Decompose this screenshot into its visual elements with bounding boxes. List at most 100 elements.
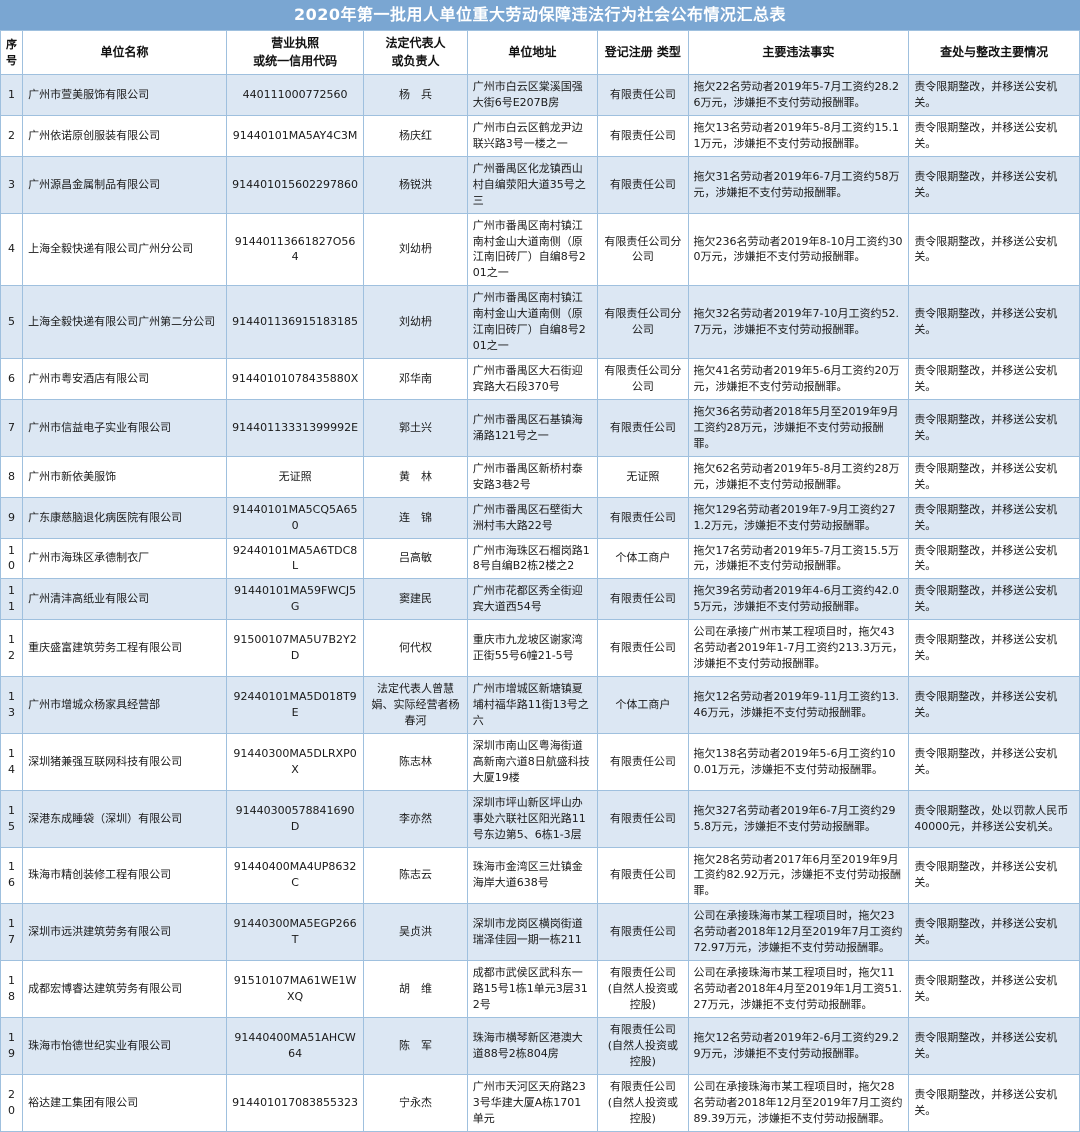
cell-violation-facts[interactable]: 拖欠12名劳动者2019年9-11月工资约13.46万元，涉嫌拒不支付劳动报酬罪… (687, 676, 910, 734)
table-row[interactable]: 12 重庆盛富建筑劳务工程有限公司 91500107MA5U7B2Y2D 何代权 重庆市… (0, 619, 1080, 678)
cell-legal-rep[interactable]: 吕高敏 (363, 537, 468, 580)
cell-seq[interactable]: 18 (0, 960, 24, 1018)
cell-seq[interactable]: 19 (0, 1016, 24, 1075)
cell-seq[interactable]: 3 (0, 155, 24, 214)
cell-unit-name[interactable]: 珠海市精创装修工程有限公司 (22, 846, 227, 905)
cell-address[interactable]: 重庆市九龙坡区谢家湾正街55号6幢21-5号 (466, 619, 599, 678)
cell-unit-name[interactable]: 裕达建工集团有限公司 (22, 1073, 227, 1132)
cell-enforcement[interactable]: 责令限期整改，并移送公安机关。 (908, 676, 1080, 734)
cell-legal-rep[interactable]: 郭土兴 (363, 398, 468, 457)
cell-legal-rep[interactable]: 陈志云 (363, 846, 468, 905)
table-row[interactable]: 2 广州依诺原创服装有限公司 91440101MA5AY4C3M 杨庆红 广州市白云区鹤… (0, 114, 1080, 157)
cell-address[interactable]: 广州市番禺区大石街迎宾路大石段370号 (466, 358, 599, 400)
cell-unit-name[interactable]: 上海全毅快递有限公司广州分公司 (22, 212, 227, 287)
cell-license[interactable]: 91440400MA4UP8632C (225, 846, 365, 905)
cell-registration-type[interactable]: 有限责任公司分公司 (597, 212, 689, 287)
cell-violation-facts[interactable]: 拖欠32名劳动者2019年7-10月工资约52.7万元，涉嫌拒不支付劳动报酬罪。 (687, 285, 910, 360)
cell-address[interactable]: 珠海市金湾区三灶镇金海岸大道638号 (466, 846, 599, 905)
table-row[interactable]: 15 深港东成睡袋（深圳）有限公司 91440300578841690D 李亦然 深圳市… (0, 789, 1080, 848)
cell-violation-facts[interactable]: 拖欠62名劳动者2019年5-8月工资约28万元，涉嫌拒不支付劳动报酬罪。 (687, 455, 910, 498)
cell-enforcement[interactable]: 责令限期整改，并移送公安机关。 (908, 619, 1080, 678)
cell-registration-type[interactable]: 有限责任公司(自然人投资或控股) (597, 960, 689, 1018)
cell-registration-type[interactable]: 有限责任公司 (597, 496, 689, 539)
cell-license[interactable]: 914401136915183185 (225, 285, 365, 360)
cell-address[interactable]: 珠海市横琴新区港澳大道88号2栋804房 (466, 1016, 599, 1075)
table-row[interactable]: 18 成都宏博睿达建筑劳务有限公司 91510107MA61WE1WXQ 胡 维成都市… (0, 960, 1080, 1018)
cell-unit-name[interactable]: 广州市海珠区承德制衣厂 (22, 537, 227, 580)
cell-violation-facts[interactable]: 拖欠28名劳动者2017年6月至2019年9月工资约82.92万元，涉嫌拒不支付… (687, 846, 910, 905)
cell-seq[interactable]: 12 (0, 619, 24, 678)
cell-legal-rep[interactable]: 吴贞洪 (363, 903, 468, 962)
cell-violation-facts[interactable]: 拖欠17名劳动者2019年5-7月工资15.5万元，涉嫌拒不支付劳动报酬罪。 (687, 537, 910, 580)
cell-license[interactable]: 91440101MA5CQ5A650 (225, 496, 365, 539)
cell-legal-rep[interactable]: 杨庆红 (363, 114, 468, 157)
cell-license[interactable]: 91500107MA5U7B2Y2D (225, 619, 365, 678)
cell-unit-name[interactable]: 广州市信益电子实业有限公司 (22, 398, 227, 457)
cell-legal-rep[interactable]: 连 锦 (363, 496, 468, 539)
cell-unit-name[interactable]: 深圳猪兼强互联网科技有限公司 (22, 732, 227, 791)
cell-address[interactable]: 深圳市龙岗区横岗街道瑞泽佳园一期一栋211 (466, 903, 599, 962)
cell-seq[interactable]: 20 (0, 1073, 24, 1132)
table-row[interactable]: 14 深圳猪兼强互联网科技有限公司 91440300MA5DLRXP0X 陈志林 深圳市… (0, 732, 1080, 791)
cell-unit-name[interactable]: 广东康慈脑退化病医院有限公司 (22, 496, 227, 539)
cell-violation-facts[interactable]: 公司在承接珠海市某工程项目时，拖欠11名劳动者2018年4月至2019年1月工资… (687, 960, 910, 1018)
cell-enforcement[interactable]: 责令限期整改，并移送公安机关。 (908, 537, 1080, 580)
cell-violation-facts[interactable]: 拖欠138名劳动者2019年5-6月工资约100.01万元，涉嫌拒不支付劳动报酬… (687, 732, 910, 791)
cell-enforcement[interactable]: 责令限期整改，并移送公安机关。 (908, 114, 1080, 157)
cell-address[interactable]: 广州番禺区化龙镇西山村自编荥阳大道35号之三 (466, 155, 599, 214)
cell-registration-type[interactable]: 有限责任公司 (597, 903, 689, 962)
cell-seq[interactable]: 13 (0, 676, 24, 734)
cell-legal-rep[interactable]: 胡 维 (363, 960, 468, 1018)
cell-unit-name[interactable]: 珠海市怡德世纪实业有限公司 (22, 1016, 227, 1075)
cell-license[interactable]: 914401015602297860 (225, 155, 365, 214)
table-row[interactable]: 7 广州市信益电子实业有限公司 91440113331399992E 郭土兴 广州市番禺… (0, 398, 1080, 457)
cell-address[interactable]: 深圳市坪山新区坪山办事处六联社区阳光路11号东边第5、6栋1-3层 (466, 789, 599, 848)
cell-registration-type[interactable]: 有限责任公司 (597, 114, 689, 157)
cell-seq[interactable]: 1 (0, 74, 24, 116)
cell-enforcement[interactable]: 责令限期整改，并移送公安机关。 (908, 155, 1080, 214)
table-row[interactable]: 16 珠海市精创装修工程有限公司 91440400MA4UP8632C 陈志云 珠海市金… (0, 846, 1080, 905)
cell-unit-name[interactable]: 广州市增城众杨家具经营部 (22, 676, 227, 734)
cell-registration-type[interactable]: 有限责任公司 (597, 74, 689, 116)
cell-enforcement[interactable]: 责令限期整改，并移送公安机关。 (908, 212, 1080, 287)
cell-legal-rep[interactable]: 刘幼枬 (363, 212, 468, 287)
cell-unit-name[interactable]: 广州依诺原创服装有限公司 (22, 114, 227, 157)
cell-registration-type[interactable]: 有限责任公司 (597, 846, 689, 905)
cell-license[interactable]: 91510107MA61WE1WXQ (225, 960, 365, 1018)
cell-seq[interactable]: 15 (0, 789, 24, 848)
cell-violation-facts[interactable]: 拖欠36名劳动者2018年5月至2019年9月工资约28万元，涉嫌拒不支付劳动报… (687, 398, 910, 457)
cell-enforcement[interactable]: 责令限期整改，并移送公安机关。 (908, 455, 1080, 498)
cell-seq[interactable]: 9 (0, 496, 24, 539)
cell-seq[interactable]: 14 (0, 732, 24, 791)
cell-address[interactable]: 广州市天河区天府路233号华建大厦A栋1701单元 (466, 1073, 599, 1132)
cell-legal-rep[interactable]: 杨 兵 (363, 74, 468, 116)
table-row[interactable]: 13 广州市增城众杨家具经营部 92440101MA5D018T9E 法定代表人曾慧娟… (0, 676, 1080, 734)
cell-address[interactable]: 广州市增城区新塘镇夏埔村福华路11街13号之六 (466, 676, 599, 734)
cell-unit-name[interactable]: 成都宏博睿达建筑劳务有限公司 (22, 960, 227, 1018)
cell-registration-type[interactable]: 有限责任公司(自然人投资或控股) (597, 1016, 689, 1075)
cell-seq[interactable]: 7 (0, 398, 24, 457)
cell-legal-rep[interactable]: 邓华南 (363, 358, 468, 400)
cell-unit-name[interactable]: 广州市新依美服饰 (22, 455, 227, 498)
cell-violation-facts[interactable]: 拖欠31名劳动者2019年6-7月工资约58万元，涉嫌拒不支付劳动报酬罪。 (687, 155, 910, 214)
cell-seq[interactable]: 8 (0, 455, 24, 498)
cell-violation-facts[interactable]: 拖欠236名劳动者2019年8-10月工资约300万元，涉嫌拒不支付劳动报酬罪。 (687, 212, 910, 287)
cell-legal-rep[interactable]: 宁永杰 (363, 1073, 468, 1132)
cell-license[interactable]: 92440101MA5A6TDC8L (225, 537, 365, 580)
table-row[interactable]: 19 珠海市怡德世纪实业有限公司 91440400MA51AHCW64 陈 军珠海市横… (0, 1016, 1080, 1075)
cell-address[interactable]: 广州市海珠区石榴岗路18号自编B2栋2楼之2 (466, 537, 599, 580)
cell-address[interactable]: 广州市白云区鹤龙尹边联兴路3号一楼之一 (466, 114, 599, 157)
cell-enforcement[interactable]: 责令限期整改，并移送公安机关。 (908, 285, 1080, 360)
cell-license[interactable]: 91440300578841690D (225, 789, 365, 848)
cell-license[interactable]: 91440113661827O564 (225, 212, 365, 287)
cell-address[interactable]: 广州市番禺区石壁街大洲村韦大路22号 (466, 496, 599, 539)
table-row[interactable]: 1 广州市萱美服饰有限公司 440111000772560 杨 兵广州市白云区棠溪国强… (0, 74, 1080, 116)
cell-unit-name[interactable]: 上海全毅快递有限公司广州第二分公司 (22, 285, 227, 360)
cell-registration-type[interactable]: 有限责任公司 (597, 155, 689, 214)
cell-license[interactable]: 91440113331399992E (225, 398, 365, 457)
table-row[interactable]: 8 广州市新依美服饰 无证照黄 林广州市番禺区新桥村泰安路3巷2号 无证照 拖欠62名劳… (0, 455, 1080, 498)
cell-seq[interactable]: 17 (0, 903, 24, 962)
cell-legal-rep[interactable]: 陈 军 (363, 1016, 468, 1075)
cell-enforcement[interactable]: 责令限期整改，并移送公安机关。 (908, 496, 1080, 539)
cell-unit-name[interactable]: 广州市萱美服饰有限公司 (22, 74, 227, 116)
